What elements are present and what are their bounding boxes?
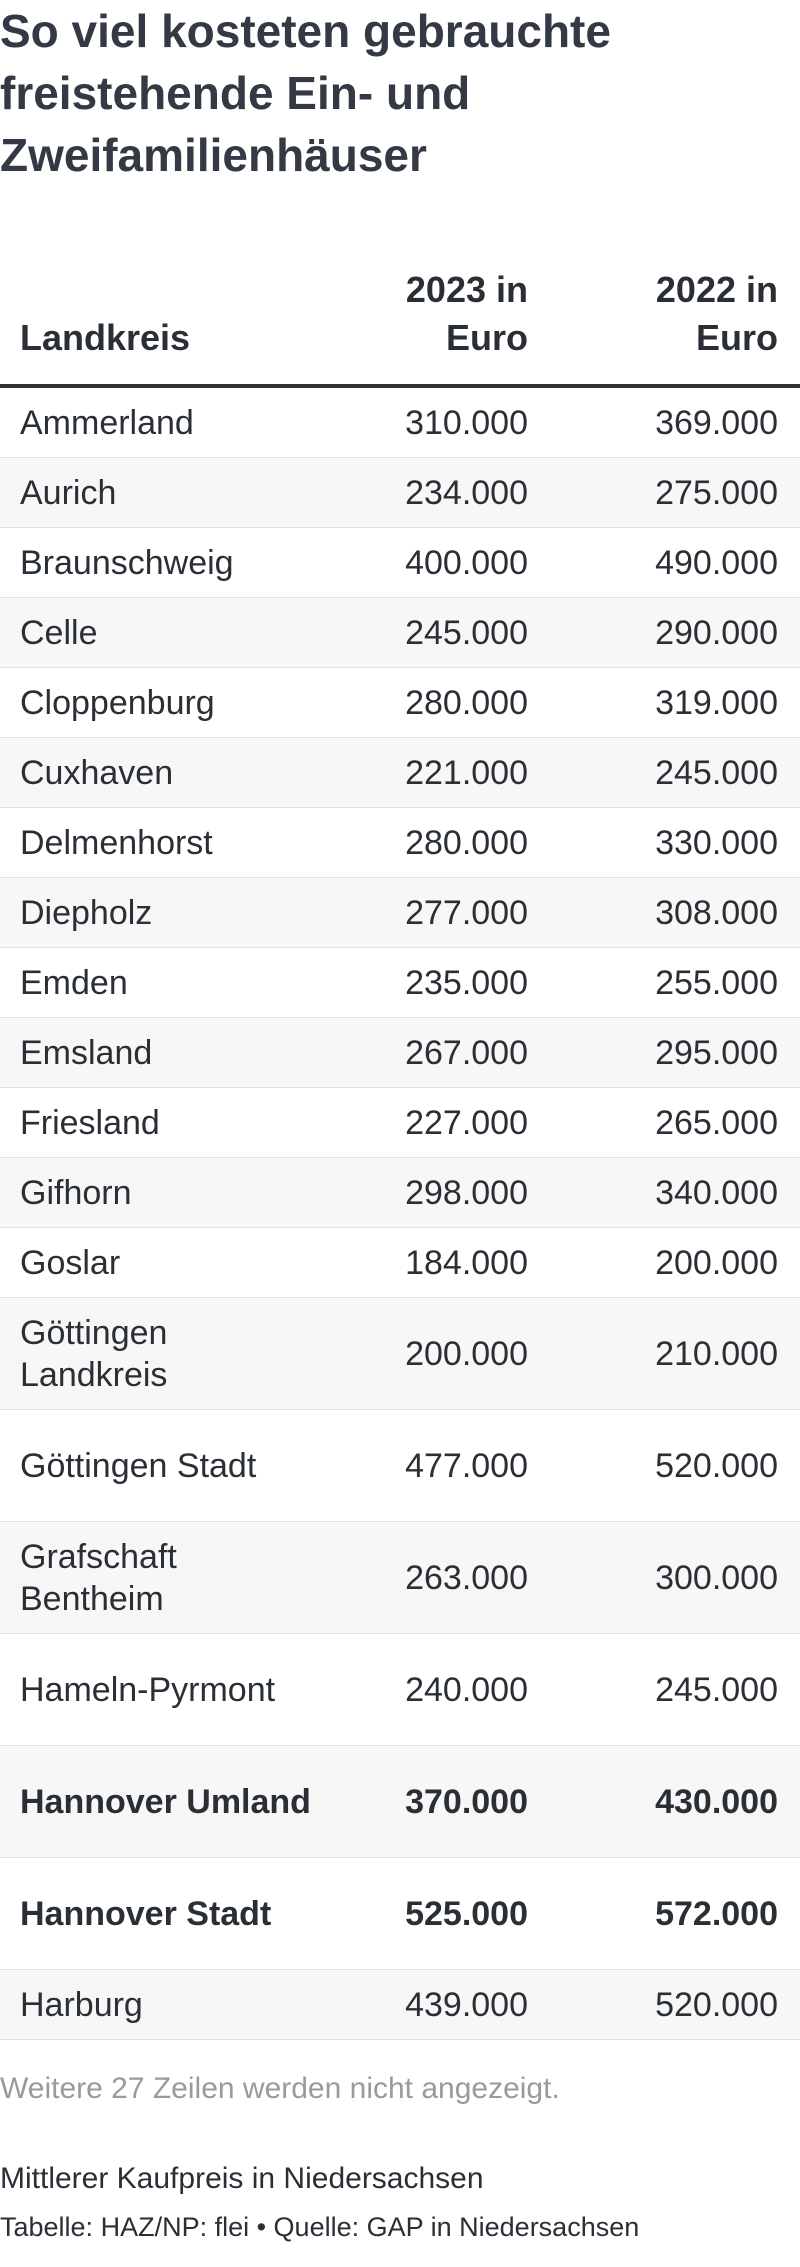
cell-2023: 370.000 xyxy=(405,1782,528,1821)
table-row: Göttingen Stadt 477.000 520.000 xyxy=(0,1410,800,1522)
cell-2022: 210.000 xyxy=(655,1334,778,1373)
cell-2023: 298.000 xyxy=(405,1173,528,1212)
table-row: Diepholz 277.000 308.000 xyxy=(0,878,800,948)
cell-2022: 340.000 xyxy=(655,1173,778,1212)
table-row: Grafschaft Bentheim 263.000 300.000 xyxy=(0,1522,800,1634)
cell-landkreis: Cuxhaven xyxy=(20,753,174,792)
table-row: Göttingen Landkreis 200.000 210.000 xyxy=(0,1298,800,1410)
cell-2023: 280.000 xyxy=(405,823,528,862)
cell-2023: 267.000 xyxy=(405,1033,528,1072)
cell-2023: 235.000 xyxy=(405,963,528,1002)
cell-2022: 290.000 xyxy=(655,613,778,652)
cell-landkreis: Hannover Stadt xyxy=(20,1894,272,1933)
cell-2022: 369.000 xyxy=(655,403,778,442)
cell-2022: 300.000 xyxy=(655,1558,778,1597)
table-row: Emsland 267.000 295.000 xyxy=(0,1018,800,1088)
table-row: Aurich 234.000 275.000 xyxy=(0,458,800,528)
header-2023[interactable]: 2023 in Euro xyxy=(405,269,528,358)
cell-2022: 245.000 xyxy=(655,1670,778,1709)
cell-landkreis: Braunschweig xyxy=(20,543,234,582)
cell-2022: 572.000 xyxy=(655,1894,778,1933)
table-header: Landkreis 2023 in Euro 2022 in Euro xyxy=(0,269,800,388)
cell-landkreis: Gifhorn xyxy=(20,1173,132,1212)
cell-2022: 265.000 xyxy=(655,1103,778,1142)
cell-2023: 439.000 xyxy=(405,1985,528,2024)
cell-landkreis: Hameln-Pyrmont xyxy=(20,1670,276,1709)
table-row-highlighted: Hannover Umland 370.000 430.000 xyxy=(0,1746,800,1858)
cell-landkreis: Emsland xyxy=(20,1033,153,1072)
cell-landkreis: Grafschaft Bentheim xyxy=(20,1537,177,1618)
cell-landkreis: Diepholz xyxy=(20,893,153,932)
cell-2023: 477.000 xyxy=(405,1446,528,1485)
table-row: Celle 245.000 290.000 xyxy=(0,598,800,668)
cell-landkreis: Friesland xyxy=(20,1103,160,1142)
table-row: Emden 235.000 255.000 xyxy=(0,948,800,1018)
cell-2023: 221.000 xyxy=(405,753,528,792)
cell-2023: 400.000 xyxy=(405,543,528,582)
cell-2023: 240.000 xyxy=(405,1670,528,1709)
cell-landkreis: Delmenhorst xyxy=(20,823,213,862)
cell-2023: 227.000 xyxy=(405,1103,528,1142)
table-row: Cuxhaven 221.000 245.000 xyxy=(0,738,800,808)
cell-2022: 245.000 xyxy=(655,753,778,792)
cell-2022: 295.000 xyxy=(655,1033,778,1072)
cell-landkreis: Göttingen Stadt xyxy=(20,1446,257,1485)
table-row: Friesland 227.000 265.000 xyxy=(0,1088,800,1158)
hidden-rows-note: Weitere 27 Zeilen werden nicht angezeigt… xyxy=(0,2072,560,2105)
cell-landkreis: Cloppenburg xyxy=(20,683,215,722)
cell-2022: 520.000 xyxy=(655,1446,778,1485)
cell-landkreis: Goslar xyxy=(20,1243,121,1282)
cell-landkreis: Emden xyxy=(20,963,128,1002)
table-source: Tabelle: HAZ/NP: flei • Quelle: GAP in N… xyxy=(0,2212,640,2242)
cell-2022: 430.000 xyxy=(655,1782,778,1821)
table-notes: Mittlerer Kaufpreis in Niedersachsen xyxy=(0,2162,484,2195)
table-title: So viel kosteten gebrauchte freistehende… xyxy=(0,5,611,181)
cell-2022: 520.000 xyxy=(655,1985,778,2024)
cell-landkreis: Celle xyxy=(20,613,98,652)
cell-2023: 200.000 xyxy=(405,1334,528,1373)
table-row-highlighted: Hannover Stadt 525.000 572.000 xyxy=(0,1858,800,1970)
table-row: Delmenhorst 280.000 330.000 xyxy=(0,808,800,878)
table-row: Goslar 184.000 200.000 xyxy=(0,1228,800,1298)
cell-landkreis: Ammerland xyxy=(20,403,194,442)
cell-2023: 234.000 xyxy=(405,473,528,512)
cell-landkreis: Göttingen Landkreis xyxy=(20,1313,168,1394)
cell-2022: 255.000 xyxy=(655,963,778,1002)
cell-landkreis: Aurich xyxy=(20,473,117,512)
data-table: Landkreis 2023 in Euro 2022 in Euro Amme… xyxy=(0,269,800,2040)
header-2022[interactable]: 2022 in Euro xyxy=(655,269,778,358)
cell-landkreis: Hannover Umland xyxy=(20,1782,311,1821)
cell-2023: 525.000 xyxy=(405,1894,528,1933)
table-row: Cloppenburg 280.000 319.000 xyxy=(0,668,800,738)
table-row: Braunschweig 400.000 490.000 xyxy=(0,528,800,598)
cell-2022: 330.000 xyxy=(655,823,778,862)
cell-2023: 184.000 xyxy=(405,1243,528,1282)
cell-2023: 310.000 xyxy=(405,403,528,442)
header-landkreis[interactable]: Landkreis xyxy=(20,317,191,358)
cell-landkreis: Harburg xyxy=(20,1985,143,2024)
cell-2022: 319.000 xyxy=(655,683,778,722)
cell-2023: 277.000 xyxy=(405,893,528,932)
table-row: Harburg 439.000 520.000 xyxy=(0,1970,800,2040)
cell-2023: 245.000 xyxy=(405,613,528,652)
cell-2022: 275.000 xyxy=(655,473,778,512)
cell-2022: 308.000 xyxy=(655,893,778,932)
cell-2023: 263.000 xyxy=(405,1558,528,1597)
table-row: Ammerland 310.000 369.000 xyxy=(0,388,800,458)
table-row: Gifhorn 298.000 340.000 xyxy=(0,1158,800,1228)
cell-2023: 280.000 xyxy=(405,683,528,722)
cell-2022: 490.000 xyxy=(655,543,778,582)
cell-2022: 200.000 xyxy=(655,1243,778,1282)
table-row: Hameln-Pyrmont 240.000 245.000 xyxy=(0,1634,800,1746)
